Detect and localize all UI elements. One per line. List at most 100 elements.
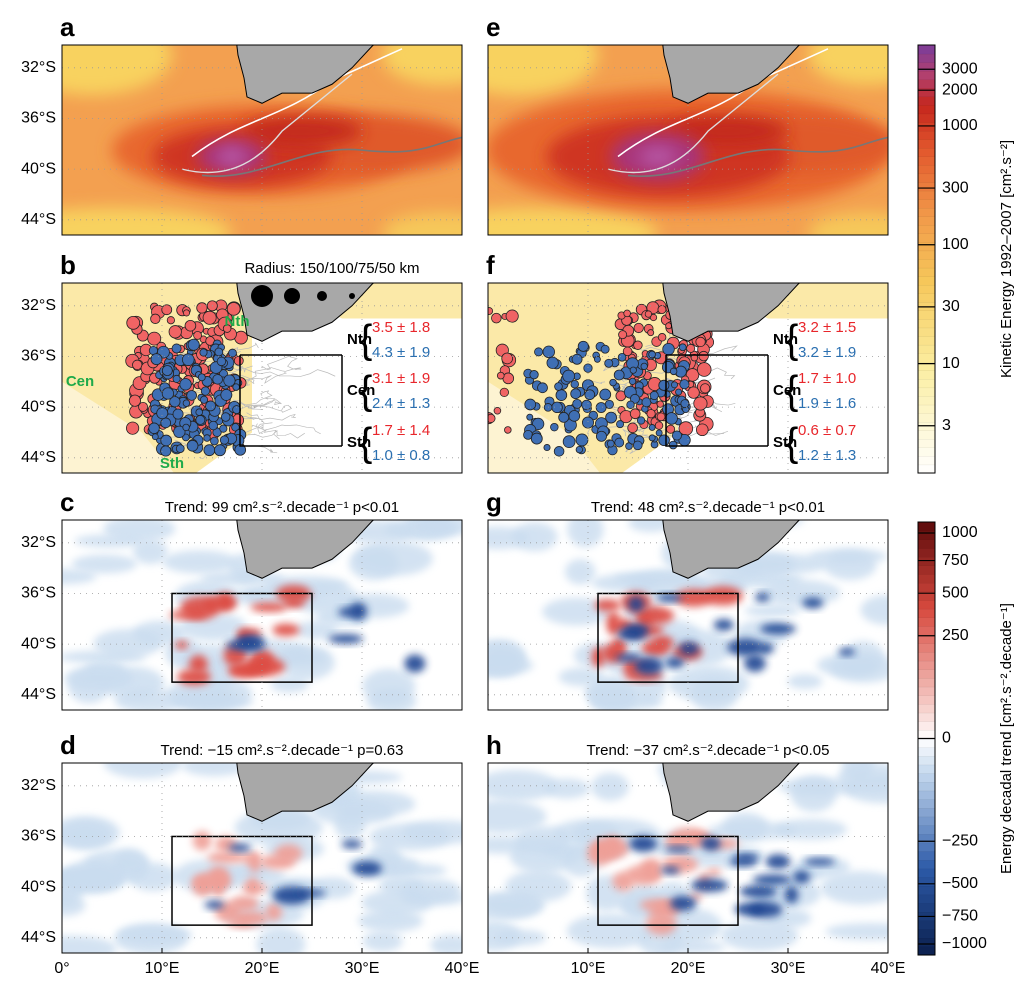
eddy-cyclonic	[669, 367, 678, 376]
eddy-anticyclonic	[168, 325, 182, 339]
field-blob	[231, 895, 259, 912]
colorbar-band	[917, 79, 936, 89]
colorbar-tick-label: −500	[942, 875, 978, 892]
field-blob	[296, 889, 326, 897]
field-blob	[542, 597, 612, 626]
field-blob	[103, 763, 183, 779]
eddy-cyclonic	[186, 439, 199, 452]
colorbar-tick-label: 250	[942, 627, 969, 644]
colorbar-band	[917, 353, 936, 363]
field-blob	[265, 903, 283, 921]
land	[662, 45, 801, 104]
eddy-cyclonic	[582, 416, 594, 429]
map-panel	[488, 283, 888, 473]
field-blob	[792, 870, 811, 884]
colorbar-band	[917, 824, 936, 835]
eddy-cyclonic	[203, 444, 216, 457]
field-blob	[594, 599, 621, 612]
field-blob	[488, 45, 598, 96]
stat-red: 3.5 ± 1.8	[372, 319, 430, 336]
map-frame	[487, 44, 889, 236]
colorbar-tick-label: 1000	[942, 524, 978, 541]
colorbar-band	[917, 412, 936, 423]
colorbar-tick-label: 500	[942, 584, 969, 601]
eddy-cyclonic	[161, 387, 175, 400]
field-blob	[230, 664, 270, 676]
field-blob	[361, 889, 433, 916]
brace: {	[785, 369, 798, 413]
eddy-anticyclonic	[184, 319, 197, 332]
field-blob	[606, 611, 621, 636]
colorbar-band	[917, 573, 936, 584]
field-blob	[752, 874, 792, 885]
map-panel	[488, 45, 888, 235]
y-tick-label: 32°S	[21, 534, 56, 551]
panel-title: Trend: −37 cm².s⁻².decade⁻¹ p<0.05	[587, 742, 830, 759]
field-blob	[352, 861, 383, 876]
colorbar-band	[917, 617, 936, 627]
field-blob	[612, 871, 635, 891]
colorbar-tick-label: 0	[942, 730, 951, 747]
eddy-anticyclonic	[502, 372, 515, 385]
field-blob	[713, 619, 734, 631]
eddy-cyclonic	[214, 347, 224, 357]
eddy-cyclonic	[658, 379, 670, 391]
field-blob	[386, 863, 447, 878]
eddy-cyclonic	[175, 444, 185, 453]
trajectory	[246, 367, 301, 386]
eddy-cyclonic	[543, 444, 551, 452]
field-blob	[256, 927, 306, 953]
colorbar-band	[917, 920, 936, 930]
field-blob	[278, 645, 335, 680]
eddy-cyclonic	[182, 399, 191, 407]
eddy-cyclonic	[546, 356, 559, 369]
field-blob	[488, 769, 558, 801]
eddy-anticyclonic	[222, 324, 232, 333]
eddy-cyclonic	[537, 382, 548, 394]
field-blob	[174, 640, 189, 650]
trajectory	[241, 397, 276, 410]
eddy-anticyclonic	[505, 309, 519, 323]
colorbar-band	[917, 310, 936, 320]
field-blob	[430, 934, 462, 953]
eddy-cyclonic	[220, 388, 233, 401]
colorbar-band	[917, 318, 936, 329]
panel-title: Trend: 48 cm².s⁻².decade⁻¹ p<0.01	[591, 499, 825, 516]
field-blob	[625, 864, 662, 885]
field-blob	[759, 579, 841, 606]
eddy-anticyclonic	[196, 302, 208, 314]
map-panel	[488, 520, 888, 710]
field-blob	[615, 653, 642, 662]
colorbar-band	[917, 747, 936, 757]
eddy-cyclonic	[577, 340, 589, 352]
eddy-cyclonic	[662, 342, 675, 356]
field-blob	[62, 935, 117, 953]
eddy-cyclonic	[200, 386, 210, 396]
eddy-anticyclonic	[623, 309, 631, 318]
region-name: Nth	[773, 331, 798, 348]
panel-letter: a	[60, 12, 75, 42]
colorbar-band	[917, 816, 936, 826]
eddy-cyclonic	[526, 413, 534, 421]
eddy-cyclonic	[173, 425, 186, 439]
eddy-cyclonic	[613, 369, 625, 381]
eddy-cyclonic	[632, 440, 643, 451]
field-blob	[328, 634, 364, 644]
colorbar-band	[917, 233, 936, 243]
field-blob	[192, 872, 232, 891]
map-frame	[487, 282, 889, 474]
eddy-cyclonic	[655, 429, 663, 437]
eddy-cyclonic	[530, 432, 543, 445]
field-blob	[637, 926, 684, 953]
colorbar-band	[917, 850, 936, 861]
eddy-cyclonic	[171, 343, 182, 354]
colorbar-band	[917, 216, 936, 226]
field-blob	[62, 45, 172, 96]
field-blob	[803, 858, 836, 866]
field-blob	[566, 913, 655, 949]
colorbar-band	[917, 608, 936, 618]
trajectory	[243, 399, 282, 409]
y-tick-label: 40°S	[21, 635, 56, 652]
colorbar-band	[917, 455, 936, 466]
colorbar-tick-label: 2000	[942, 81, 978, 98]
